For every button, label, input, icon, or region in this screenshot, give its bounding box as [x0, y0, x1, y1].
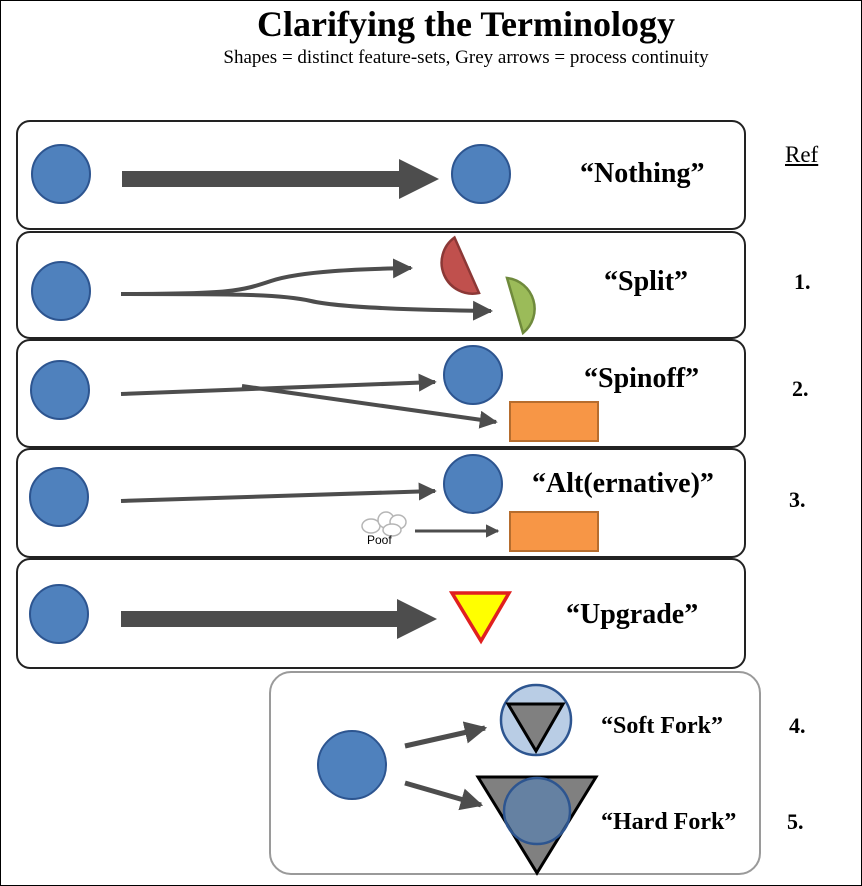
source-circle [30, 360, 90, 420]
source-circle [29, 584, 89, 644]
result-circle [443, 345, 503, 405]
row-label-spinoff: “Spinoff” [584, 363, 700, 394]
orange-rectangle [509, 511, 599, 552]
source-circle [317, 730, 387, 800]
diagram-title: Clarifying the Terminology [256, 4, 675, 44]
source-circle [31, 261, 91, 321]
red-half-circle [440, 235, 481, 295]
hard-fork-shape [475, 775, 599, 876]
spinoff-arrow-upper [120, 373, 437, 396]
ref-number-split: 1. [794, 269, 811, 294]
poof-label: Poof [367, 533, 392, 547]
result-circle [443, 454, 503, 514]
continuity-arrow [122, 159, 439, 199]
result-circle [451, 144, 511, 204]
row-label-alternative: “Alt(ernative)” [532, 468, 714, 499]
row-label-upgrade: “Upgrade” [566, 599, 699, 630]
diagram-subtitle: Shapes = distinct feature-sets, Grey arr… [223, 47, 709, 68]
alt-arrow-upper [120, 482, 437, 503]
row-panel-alternative: “Alt(ernative)” [16, 448, 746, 558]
source-circle [31, 144, 91, 204]
row-panel-split: “Split” [16, 231, 746, 339]
hard-fork-arrow [404, 780, 484, 811]
split-arrow-lower [120, 292, 493, 321]
spinoff-arrow-lower [241, 384, 498, 429]
fork-label-hard: “Hard Fork” [601, 809, 737, 835]
continuity-arrow [121, 599, 437, 639]
soft-fork-arrow [404, 721, 488, 749]
fork-label-soft: “Soft Fork” [601, 713, 723, 739]
soft-fork-shape [499, 683, 573, 757]
ref-number-soft-fork: 4. [789, 713, 806, 738]
poof-cloud-icon [361, 511, 407, 537]
row-label-nothing: “Nothing” [580, 158, 705, 189]
orange-rectangle [509, 401, 599, 442]
ref-number-alternative: 3. [789, 487, 806, 512]
ref-number-spinoff: 2. [792, 376, 809, 401]
source-circle [29, 467, 89, 527]
ref-number-hard-fork: 5. [787, 809, 804, 834]
row-label-split: “Split” [604, 266, 689, 297]
yellow-triangle [448, 591, 513, 645]
split-arrow-upper [120, 258, 413, 296]
ref-column-header: Ref [785, 142, 819, 167]
green-half-circle [505, 276, 536, 336]
